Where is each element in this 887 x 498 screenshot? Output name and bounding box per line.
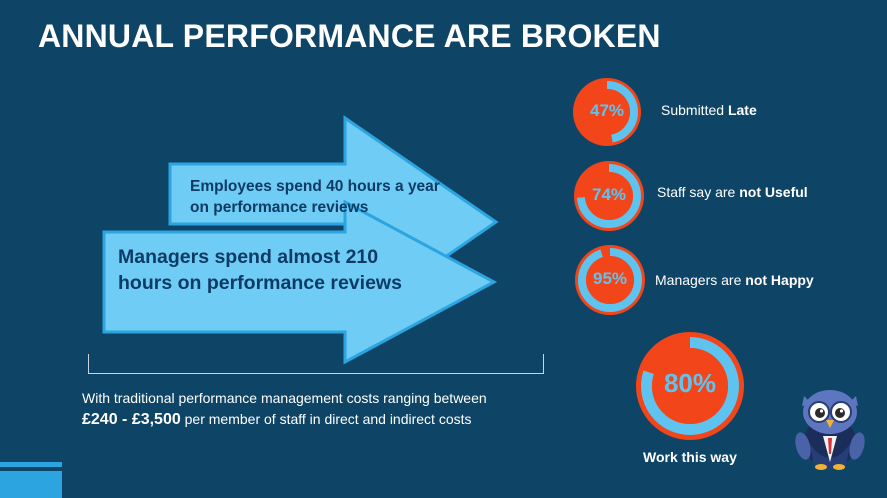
stat-text-useful: Staff say are not Useful	[657, 184, 808, 200]
ring-progress-arc	[576, 81, 638, 143]
cost-range: £240 - £3,500	[82, 411, 181, 428]
stat-text-late: Submitted Late	[661, 102, 757, 118]
stat-percent-late: 47%	[589, 101, 625, 120]
stat-percent-happy: 95%	[592, 269, 628, 288]
stat-ring-happy	[575, 245, 645, 315]
stat-ring-work-this-way	[636, 332, 744, 440]
managers-arrow	[102, 199, 498, 365]
ring-center	[585, 172, 633, 220]
page-title: ANNUAL PERFORMANCE ARE BROKEN	[38, 18, 661, 54]
stat-percent-useful: 74%	[591, 185, 627, 204]
ring-center	[652, 348, 728, 424]
stat-ring-late	[573, 78, 641, 146]
stat-text-happy-plain: Managers are	[655, 272, 746, 288]
stat-text-late-plain: Submitted	[661, 102, 728, 118]
ring-progress-arc	[578, 248, 642, 312]
cost-range-line: £240 - £3,500 per member of staff in dir…	[82, 411, 472, 429]
decorative-stripes	[0, 462, 62, 498]
ring-progress-arc	[577, 164, 641, 228]
managers-hours-text: Managers spend almost 210 hours on perfo…	[118, 246, 402, 294]
ring-progress-arc	[641, 337, 739, 435]
ring-center	[584, 89, 630, 135]
cost-bracket	[88, 354, 544, 374]
stat-text-useful-plain: Staff say are	[657, 184, 740, 200]
stat-ring-useful	[574, 161, 644, 231]
big-stat-caption: Work this way	[643, 449, 737, 465]
cost-range-suffix: per member of staff in direct and indire…	[180, 411, 472, 427]
ring-center	[586, 256, 634, 304]
stat-text-happy-bold: not Happy	[745, 272, 814, 288]
stat-text-late-bold: Late	[727, 102, 757, 118]
owl-mascot-icon	[795, 390, 865, 470]
big-stat-percent: 80%	[663, 368, 717, 398]
stat-text-useful-bold: not Useful	[739, 184, 808, 200]
stat-text-happy: Managers are not Happy	[655, 272, 814, 288]
employees-hours-text: Employees spend 40 hours a year on perfo…	[190, 178, 440, 216]
cost-description: With traditional performance management …	[82, 390, 487, 406]
